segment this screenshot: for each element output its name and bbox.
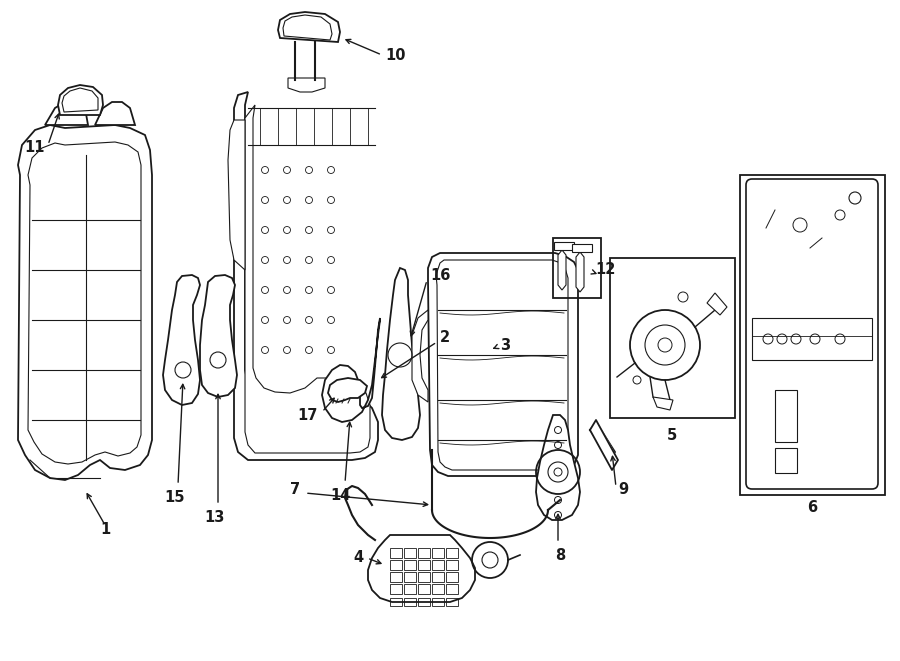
- Bar: [553, 238, 601, 298]
- Polygon shape: [288, 78, 325, 92]
- Text: 9: 9: [618, 483, 628, 498]
- Polygon shape: [576, 252, 584, 292]
- Text: 8: 8: [555, 548, 565, 563]
- Bar: [390, 548, 402, 558]
- Bar: [432, 572, 444, 582]
- Bar: [404, 598, 416, 606]
- Polygon shape: [278, 12, 340, 42]
- Bar: [432, 584, 444, 594]
- Text: 17: 17: [298, 407, 318, 422]
- Bar: [418, 572, 430, 582]
- Text: 15: 15: [165, 490, 185, 505]
- Bar: [418, 560, 430, 570]
- Polygon shape: [228, 120, 245, 270]
- Polygon shape: [558, 250, 566, 290]
- Bar: [432, 560, 444, 570]
- Polygon shape: [163, 275, 200, 405]
- Polygon shape: [45, 102, 88, 125]
- Bar: [418, 548, 430, 558]
- Circle shape: [554, 468, 562, 476]
- Bar: [404, 584, 416, 594]
- Text: 12: 12: [595, 262, 616, 278]
- Polygon shape: [283, 15, 332, 40]
- Bar: [740, 175, 885, 495]
- Bar: [446, 560, 458, 570]
- Text: 10: 10: [385, 48, 406, 63]
- Polygon shape: [707, 293, 727, 315]
- Text: 14: 14: [329, 488, 350, 503]
- Text: 5: 5: [667, 428, 677, 443]
- Bar: [446, 572, 458, 582]
- Bar: [432, 548, 444, 558]
- Bar: [446, 548, 458, 558]
- Bar: [418, 598, 430, 606]
- Polygon shape: [245, 105, 370, 453]
- Bar: [446, 598, 458, 606]
- Polygon shape: [234, 92, 378, 460]
- Bar: [432, 598, 444, 606]
- Polygon shape: [590, 422, 615, 460]
- Polygon shape: [382, 268, 420, 440]
- Bar: [446, 584, 458, 594]
- Polygon shape: [328, 378, 367, 402]
- Bar: [418, 584, 430, 594]
- Polygon shape: [18, 125, 152, 480]
- Polygon shape: [62, 88, 98, 112]
- FancyBboxPatch shape: [746, 179, 878, 489]
- Polygon shape: [28, 142, 141, 464]
- Polygon shape: [58, 85, 103, 115]
- Polygon shape: [590, 420, 618, 470]
- Text: 16: 16: [430, 268, 450, 282]
- Polygon shape: [412, 310, 428, 402]
- Bar: [390, 572, 402, 582]
- Polygon shape: [653, 397, 673, 410]
- Polygon shape: [322, 318, 380, 422]
- Bar: [775, 448, 797, 473]
- Circle shape: [849, 192, 861, 204]
- Bar: [610, 258, 735, 418]
- Polygon shape: [572, 244, 592, 252]
- Text: 1: 1: [100, 522, 110, 537]
- Polygon shape: [554, 242, 574, 250]
- Polygon shape: [368, 535, 475, 602]
- Text: 6: 6: [807, 500, 817, 515]
- Polygon shape: [200, 275, 237, 397]
- Bar: [404, 548, 416, 558]
- Text: 2: 2: [440, 330, 450, 346]
- Bar: [752, 318, 872, 360]
- Bar: [404, 572, 416, 582]
- Bar: [404, 560, 416, 570]
- Text: 13: 13: [205, 510, 225, 525]
- Bar: [390, 598, 402, 606]
- Text: 11: 11: [24, 139, 45, 155]
- Bar: [390, 560, 402, 570]
- Polygon shape: [536, 415, 580, 520]
- Text: 3: 3: [500, 338, 510, 352]
- Text: 4: 4: [353, 551, 363, 566]
- Polygon shape: [436, 260, 568, 470]
- Bar: [390, 584, 402, 594]
- Bar: [775, 390, 797, 442]
- Polygon shape: [428, 253, 578, 476]
- Polygon shape: [95, 102, 135, 125]
- Text: 7: 7: [290, 483, 300, 498]
